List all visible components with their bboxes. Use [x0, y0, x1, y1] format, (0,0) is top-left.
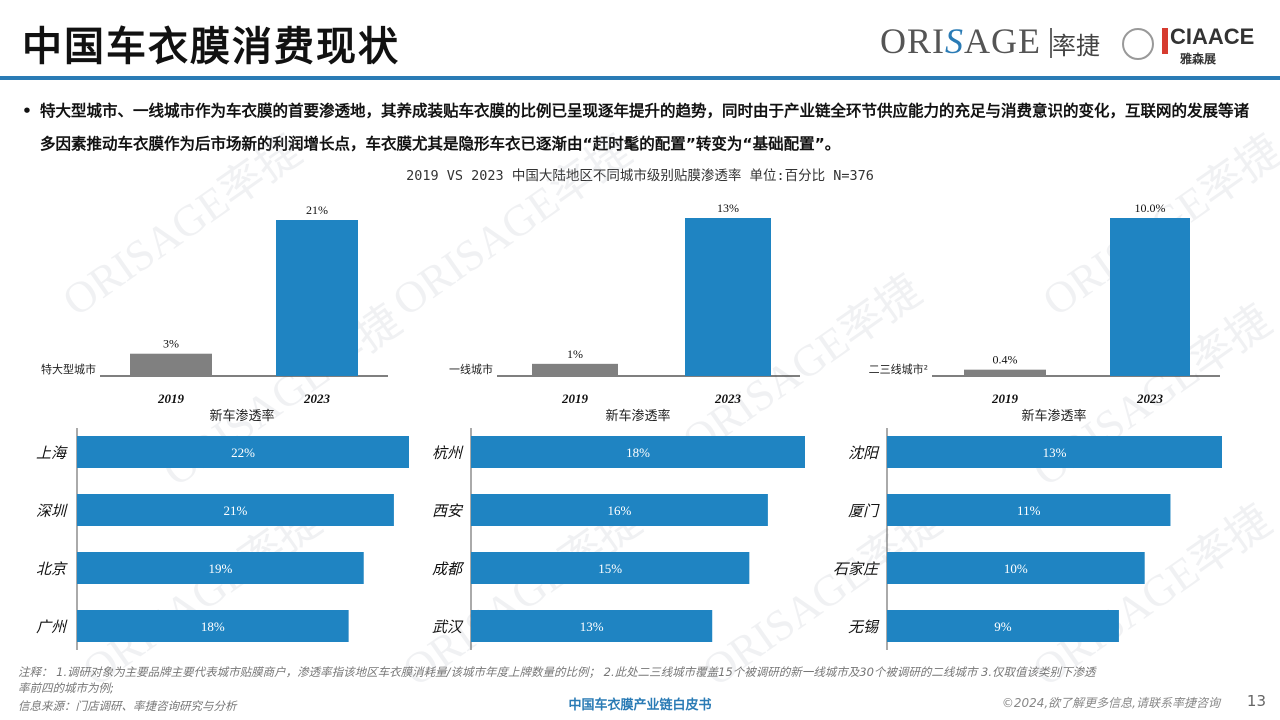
bar-2023 — [685, 218, 771, 376]
x-tick-label: 2019 — [561, 391, 589, 406]
hbar-北京 — [77, 552, 364, 584]
note-line-1: 注释： 1.调研对象为主要品牌主要代表城市贴膜商户，渗透率指该地区车衣膜消耗量/… — [18, 665, 1096, 679]
data-label: 13% — [1043, 445, 1067, 460]
source-note: 信息来源：门店调研、率捷咨询研究与分析 — [18, 699, 237, 713]
hbar-成都 — [471, 552, 750, 584]
city-label: 无锡 — [848, 618, 880, 636]
city-label: 广州 — [36, 618, 68, 636]
x-tick-label: 2023 — [303, 391, 331, 406]
orisage-logo: ORISAGE — [880, 21, 1041, 61]
data-label: 15% — [598, 561, 622, 576]
city-label: 上海 — [36, 444, 68, 462]
data-label: 13% — [717, 201, 739, 215]
city-tier-label: 一线城市 — [449, 362, 493, 376]
data-label: 18% — [626, 445, 650, 460]
data-label: 1% — [567, 347, 583, 361]
bar-2019 — [130, 353, 212, 376]
x-tick-label: 2023 — [1136, 391, 1164, 406]
header-divider — [0, 76, 1280, 80]
bar-2019 — [532, 363, 618, 376]
data-label: 18% — [201, 619, 225, 634]
hbar-无锡 — [887, 610, 1119, 642]
city-label: 沈阳 — [848, 444, 880, 462]
data-label: 10% — [1004, 561, 1028, 576]
hbar-厦门 — [887, 494, 1171, 526]
city-label: 西安 — [432, 502, 464, 520]
x-tick-label: 2019 — [991, 391, 1019, 406]
logo-divider — [1050, 28, 1052, 58]
summary-bullet: • 特大型城市、一线城市作为车衣膜的首要渗透地，其养成装贴车衣膜的比例已呈现逐年… — [22, 95, 1262, 161]
city-label: 石家庄 — [833, 560, 880, 578]
hbar-西安 — [471, 494, 768, 526]
data-label: 21% — [306, 203, 328, 217]
city-tier-label: 二三线城市² — [869, 362, 928, 376]
hbar-title: 新车渗透率 — [1021, 408, 1086, 424]
city-label: 成都 — [432, 560, 465, 578]
city-label: 北京 — [36, 560, 68, 578]
bar-2019 — [964, 369, 1046, 376]
seal-icon — [1122, 28, 1154, 60]
page-title: 中国车衣膜消费现状 — [22, 24, 400, 70]
city-label: 武汉 — [432, 618, 464, 636]
hbar-武汉 — [471, 610, 713, 642]
city-label: 厦门 — [848, 502, 880, 520]
data-label: 21% — [224, 503, 248, 518]
data-label: 9% — [994, 619, 1012, 634]
bar-2023 — [276, 220, 358, 376]
data-label: 0.4% — [993, 353, 1018, 367]
hbar-上海 — [77, 436, 409, 468]
ciaace-logo-cn: 雅森展 — [1180, 52, 1217, 66]
footer-copyright: ©2024,欲了解更多信息,请联系率捷咨询 — [1001, 696, 1220, 710]
data-label: 3% — [163, 337, 179, 351]
orisage-logo-cn: 率捷 — [1052, 32, 1100, 60]
data-label: 13% — [580, 619, 604, 634]
data-label: 19% — [208, 561, 232, 576]
flag-icon — [1162, 28, 1168, 54]
ciaace-logo: CIAACE — [1170, 24, 1255, 49]
x-tick-label: 2023 — [714, 391, 742, 406]
hbar-深圳 — [77, 494, 394, 526]
bullet-icon: • — [22, 102, 32, 120]
city-label: 深圳 — [36, 502, 68, 520]
x-tick-label: 2019 — [157, 391, 185, 406]
hbar-title: 新车渗透率 — [209, 408, 274, 424]
data-label: 16% — [608, 503, 632, 518]
hbar-石家庄 — [887, 552, 1145, 584]
note-line-2: 率前四的城市为例; — [18, 681, 114, 695]
data-label: 22% — [231, 445, 255, 460]
bar-2023 — [1110, 218, 1190, 376]
city-tier-label: 特大型城市 — [41, 362, 96, 376]
hbar-title: 新车渗透率 — [605, 408, 670, 424]
data-label: 10.0% — [1135, 201, 1166, 215]
hbar-广州 — [77, 610, 349, 642]
city-label: 杭州 — [432, 444, 464, 462]
data-label: 11% — [1017, 503, 1041, 518]
summary-text: 特大型城市、一线城市作为车衣膜的首要渗透地，其养成装贴车衣膜的比例已呈现逐年提升… — [40, 102, 1250, 153]
page-number: 13 — [1246, 692, 1266, 710]
chart-subtitle: 2019 VS 2023 中国大陆地区不同城市级别贴膜渗透率 单位:百分比 N=… — [406, 168, 874, 184]
hbar-杭州 — [471, 436, 805, 468]
hbar-沈阳 — [887, 436, 1222, 468]
footer-title: 中国车衣膜产业链白皮书 — [568, 698, 712, 713]
